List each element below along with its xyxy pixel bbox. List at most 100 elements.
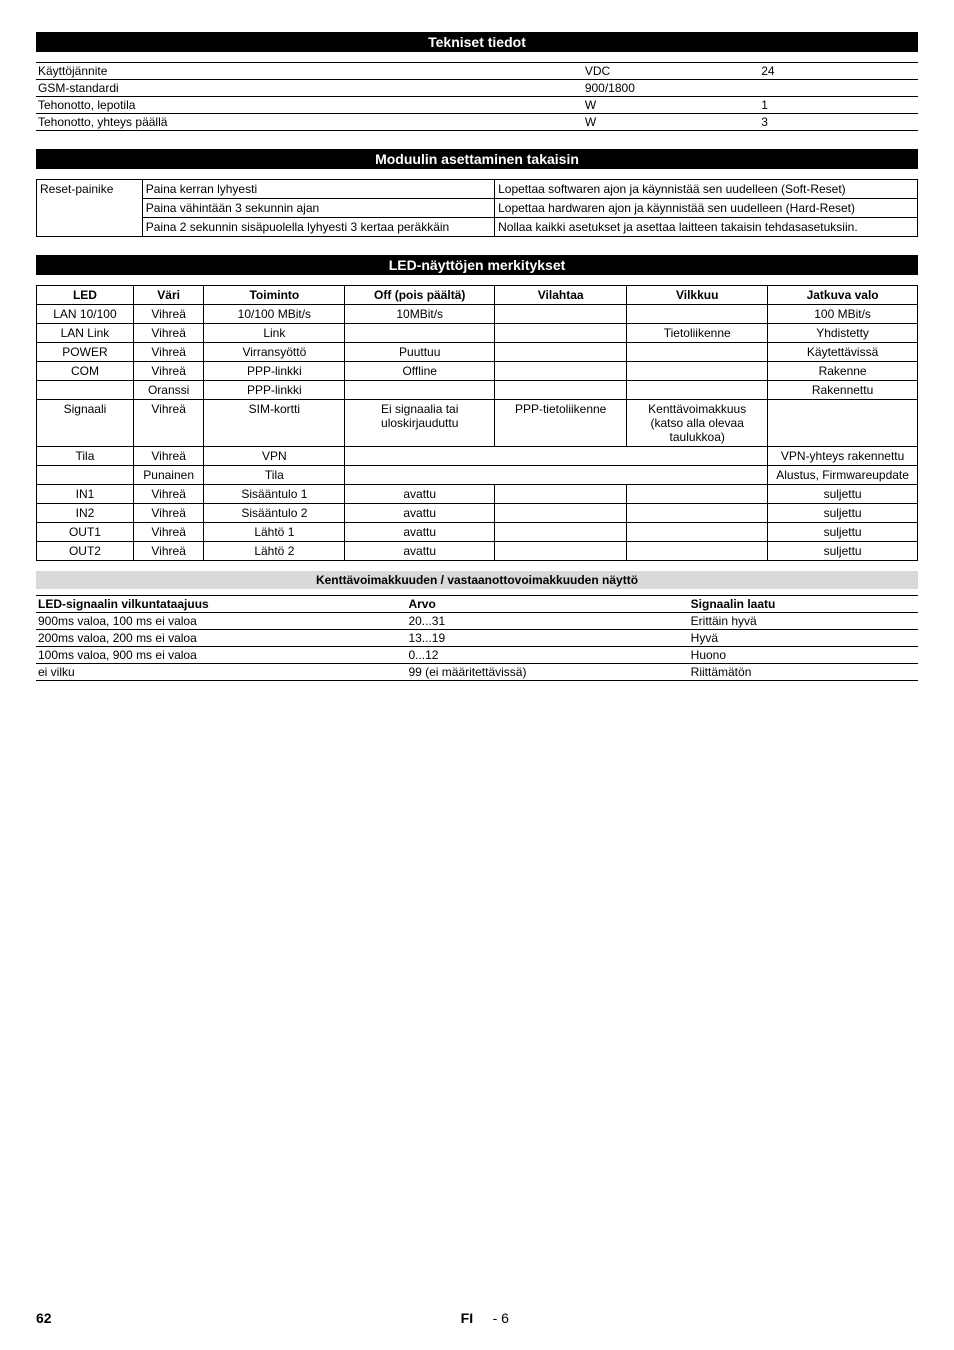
footer-sub: - 6 [493,1310,509,1326]
led-cell: suljettu [768,485,918,504]
tech-value [759,80,918,97]
signal-cell: Riittämätön [689,664,918,681]
tech-value: 1 [759,97,918,114]
led-cell: POWER [37,343,134,362]
signal-header: Arvo [406,596,688,613]
led-cell: Vihreä [133,400,203,447]
signal-row: 100ms valoa, 900 ms ei valoa0...12Huono [36,647,918,664]
reset-effect: Lopettaa softwaren ajon ja käynnistää se… [495,180,918,199]
tech-row: Tehonotto, lepotila W 1 [36,97,918,114]
led-cell: Vihreä [133,343,203,362]
reset-table: Reset-painike Paina kerran lyhyesti Lope… [36,179,918,237]
reset-label: Reset-painike [37,180,143,237]
led-row: IN2VihreäSisääntulo 2avattusuljettu [37,504,918,523]
led-cell: Puuttuu [345,343,495,362]
page-number: 62 [36,1310,52,1326]
led-cell [495,305,627,324]
signal-row: 200ms valoa, 200 ms ei valoa13...19Hyvä [36,630,918,647]
led-cell [495,381,627,400]
signal-cell: 0...12 [406,647,688,664]
led-cell [345,381,495,400]
led-cell [627,305,768,324]
led-cell: LAN 10/100 [37,305,134,324]
led-cell [495,542,627,561]
led-cell: OUT2 [37,542,134,561]
reset-effect: Lopettaa hardwaren ajon ja käynnistää se… [495,199,918,218]
led-header: Jatkuva valo [768,286,918,305]
led-header: Toiminto [204,286,345,305]
signal-header: LED-signaalin vilkuntataajuus [36,596,406,613]
led-header: Vilkkuu [627,286,768,305]
led-cell [495,523,627,542]
led-cell [627,504,768,523]
led-cell: avattu [345,504,495,523]
signal-cell: 20...31 [406,613,688,630]
section-header-reset: Moduulin asettaminen takaisin [36,149,918,169]
led-cell: VPN-yhteys rakennettu [768,447,918,466]
tech-unit: W [583,97,759,114]
tech-label: Tehonotto, lepotila [36,97,583,114]
led-cell: LAN Link [37,324,134,343]
tech-row: GSM-standardi 900/1800 [36,80,918,97]
signal-row: 900ms valoa, 100 ms ei valoa20...31Eritt… [36,613,918,630]
led-header: Vilahtaa [495,286,627,305]
tech-value: 24 [759,63,918,80]
led-cell: 10/100 MBit/s [204,305,345,324]
led-row: SignaaliVihreäSIM-korttiEi signaalia tai… [37,400,918,447]
page-footer: 62 FI - 6 [36,1310,918,1326]
led-row: OUT1VihreäLähtö 1avattusuljettu [37,523,918,542]
led-row: PunainenTilaAlustus, Firmwareupdate [37,466,918,485]
led-cell: avattu [345,542,495,561]
signal-row: ei vilku99 (ei määritettävissä)Riittämät… [36,664,918,681]
led-cell [495,485,627,504]
signal-cell: 900ms valoa, 100 ms ei valoa [36,613,406,630]
led-cell: COM [37,362,134,381]
reset-row: Paina vähintään 3 sekunnin ajan Lopettaa… [37,199,918,218]
led-row: OUT2VihreäLähtö 2avattusuljettu [37,542,918,561]
sub-header-signal: Kenttävoimakkuuden / vastaanottovoimakku… [36,571,918,589]
tech-label: Tehonotto, yhteys päällä [36,114,583,131]
tech-row: Tehonotto, yhteys päällä W 3 [36,114,918,131]
tech-unit: VDC [583,63,759,80]
led-cell: Signaali [37,400,134,447]
led-row: IN1VihreäSisääntulo 1avattusuljettu [37,485,918,504]
led-cell: suljettu [768,542,918,561]
reset-row: Paina 2 sekunnin sisäpuolella lyhyesti 3… [37,218,918,237]
led-cell: Ei signaalia tai uloskirjauduttu [345,400,495,447]
led-cell: IN1 [37,485,134,504]
led-cell: Vihreä [133,362,203,381]
led-cell [345,324,495,343]
led-cell: Yhdistetty [768,324,918,343]
led-cell: Tietoliikenne [627,324,768,343]
led-row: TilaVihreäVPNVPN-yhteys rakennettu [37,447,918,466]
led-cell [37,381,134,400]
led-cell [495,324,627,343]
led-cell [627,343,768,362]
signal-cell: Huono [689,647,918,664]
led-cell: avattu [345,523,495,542]
led-cell: PPP-tietoliikenne [495,400,627,447]
led-cell: Sisääntulo 2 [204,504,345,523]
led-cell: SIM-kortti [204,400,345,447]
led-cell: OUT1 [37,523,134,542]
tech-unit: 900/1800 [583,80,759,97]
footer-lang: FI [461,1310,473,1326]
led-cell: Vihreä [133,485,203,504]
led-row: LAN 10/100Vihreä10/100 MBit/s10MBit/s100… [37,305,918,324]
led-cell [627,523,768,542]
signal-header-row: LED-signaalin vilkuntataajuus Arvo Signa… [36,596,918,613]
led-cell: Offline [345,362,495,381]
reset-row: Reset-painike Paina kerran lyhyesti Lope… [37,180,918,199]
tech-table: Käyttöjännite VDC 24 GSM-standardi 900/1… [36,62,918,131]
led-cell: Punainen [133,466,203,485]
led-cell: Rakenne [768,362,918,381]
led-cell [495,362,627,381]
signal-cell: 13...19 [406,630,688,647]
led-cell [495,343,627,362]
led-cell: 100 MBit/s [768,305,918,324]
led-cell: Vihreä [133,447,203,466]
signal-cell: Hyvä [689,630,918,647]
signal-table: LED-signaalin vilkuntataajuus Arvo Signa… [36,595,918,681]
led-cell [627,381,768,400]
section-header-tech: Tekniset tiedot [36,32,918,52]
